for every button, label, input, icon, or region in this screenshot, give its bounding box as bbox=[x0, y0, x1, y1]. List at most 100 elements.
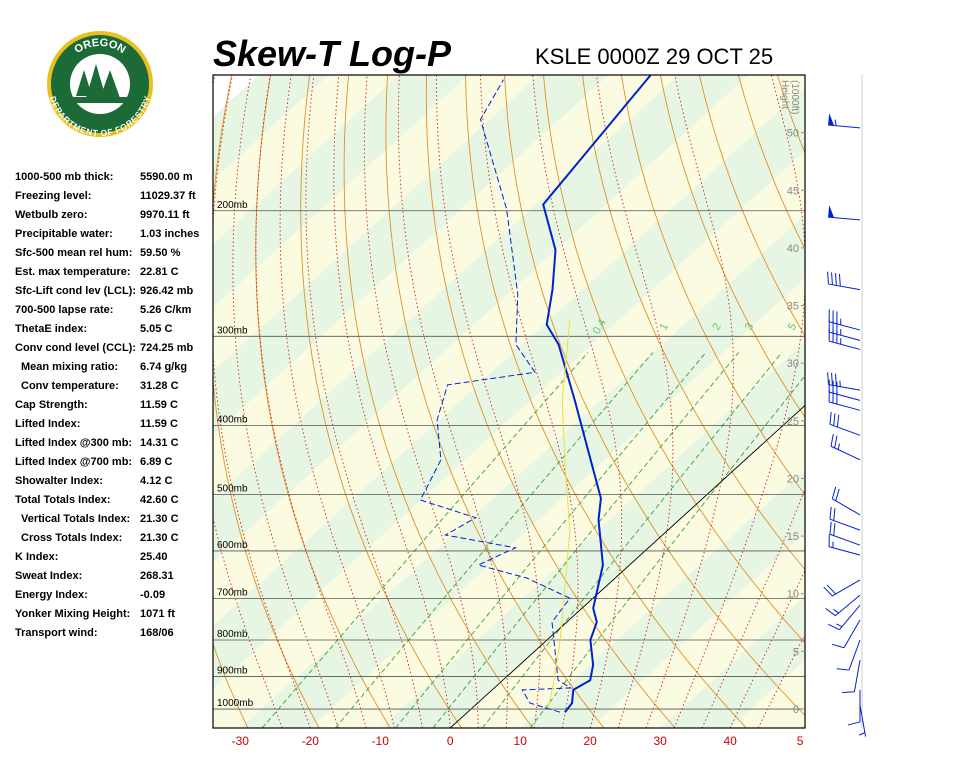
barb-full bbox=[827, 372, 829, 385]
logo-text-top: OREGON bbox=[72, 37, 127, 56]
logo-trees bbox=[76, 64, 120, 98]
wind-barb bbox=[823, 579, 861, 597]
moist-adiabat bbox=[305, 75, 423, 728]
wind-barb bbox=[828, 389, 861, 411]
isotherm-band bbox=[213, 75, 805, 626]
barb-full bbox=[831, 643, 845, 649]
dry-adiabat bbox=[255, 75, 391, 728]
mixing-ratio-line bbox=[395, 352, 707, 728]
barb-full bbox=[842, 691, 855, 694]
stats-panel: 1000-500 mb thick: 5590.00 m Freezing leve… bbox=[15, 171, 199, 639]
dry-adiabat bbox=[213, 75, 320, 728]
stat-value: 11.59 C bbox=[140, 399, 178, 411]
moist-adiabat bbox=[232, 75, 339, 728]
stat-label: Precipitable water: bbox=[15, 228, 113, 240]
dry-adiabat bbox=[894, 75, 960, 728]
barb-full bbox=[829, 506, 832, 520]
y-tick-label: 1000mb bbox=[217, 698, 254, 709]
isotherm bbox=[449, 404, 805, 728]
moist-adiabat bbox=[213, 75, 311, 728]
y-tick-label: 900mb bbox=[217, 665, 248, 676]
moist-adiabat bbox=[279, 75, 395, 728]
y2-tick-label: 45 bbox=[787, 185, 799, 197]
stat-value: 1071 ft bbox=[140, 608, 175, 620]
barb-full bbox=[833, 508, 836, 521]
barb-full bbox=[834, 273, 837, 286]
stat-value: 5590.00 m bbox=[140, 171, 193, 183]
mixing-ratio-label: 3 bbox=[743, 321, 756, 332]
moist-adiabat bbox=[673, 75, 805, 728]
plot-area bbox=[419, 75, 652, 713]
y-tick-label: 700mb bbox=[217, 588, 248, 599]
isotherm-band bbox=[213, 75, 609, 435]
y2-tick-label: 5 bbox=[793, 646, 799, 658]
dry-adiabat bbox=[698, 75, 805, 337]
barb-full bbox=[831, 272, 833, 285]
barb-full bbox=[830, 434, 834, 447]
barb-full bbox=[827, 271, 829, 285]
stat-value: 168/06 bbox=[140, 627, 174, 639]
stat-label: Mean mixing ratio: bbox=[21, 361, 118, 373]
stat-value: 14.31 C bbox=[140, 437, 179, 449]
y2-tick-label: 20 bbox=[787, 473, 799, 485]
barb-full bbox=[829, 411, 832, 425]
dry-adiabat bbox=[582, 75, 805, 571]
dry-adiabat bbox=[343, 75, 534, 728]
isotherm-band bbox=[310, 278, 805, 728]
barb-shaft bbox=[853, 660, 861, 692]
isotherm-band bbox=[590, 532, 805, 728]
stat-label: K Index: bbox=[15, 551, 58, 563]
wind-barb bbox=[827, 271, 861, 291]
stat-value: 5.05 C bbox=[140, 323, 172, 335]
x-tick-label: 5 bbox=[797, 734, 804, 748]
y-tick-label: 400mb bbox=[217, 414, 248, 425]
stat-value: 21.30 C bbox=[140, 532, 179, 544]
x-tick-label: 10 bbox=[514, 734, 528, 748]
dry-adiabat bbox=[425, 75, 676, 728]
stat-label: Energy Index: bbox=[15, 589, 88, 601]
stat-label: Showalter Index: bbox=[15, 475, 103, 487]
y2-tick-label: 10 bbox=[787, 589, 799, 601]
dry-adiabat bbox=[659, 75, 805, 418]
dry-adiabat bbox=[855, 75, 960, 728]
barb-full bbox=[831, 486, 837, 499]
x-tick-label: 0 bbox=[447, 734, 454, 748]
stat-value: 59.50 % bbox=[140, 247, 181, 259]
moist-adiabat bbox=[729, 569, 805, 728]
barb-shaft bbox=[828, 283, 861, 291]
barb-shaft bbox=[839, 604, 861, 631]
stat-label: Transport wind: bbox=[15, 627, 98, 639]
stat-label: Lifted Index @300 mb: bbox=[15, 437, 132, 449]
y2-tick-label: 35 bbox=[787, 301, 799, 313]
dry-adiabat bbox=[816, 75, 960, 728]
isotherm-band bbox=[380, 341, 805, 728]
wind-barb bbox=[828, 379, 861, 401]
y-tick-label: 200mb bbox=[217, 200, 248, 211]
barb-shaft bbox=[828, 546, 861, 556]
stat-value: 11029.37 ft bbox=[140, 190, 196, 202]
stat-value: 5.26 C/km bbox=[140, 304, 192, 316]
barb-full bbox=[833, 413, 836, 426]
barb-shaft bbox=[828, 391, 861, 401]
mixing-ratio-label: 2 bbox=[710, 321, 723, 332]
mixing-ratio-line bbox=[335, 352, 654, 728]
barb-shaft bbox=[848, 639, 861, 671]
barb-shaft bbox=[829, 518, 861, 531]
mixing-ratio-label: 5 bbox=[786, 321, 799, 332]
barb-shaft bbox=[832, 498, 861, 516]
barb-full bbox=[847, 721, 861, 726]
moist-adiabat bbox=[596, 75, 674, 728]
y-tick-label: 800mb bbox=[217, 629, 248, 640]
chart-subtitle: KSLE 0000Z 29 OCT 25 bbox=[535, 44, 773, 69]
stat-label: Sfc-500 mean rel hum: bbox=[15, 247, 132, 259]
wind-barb bbox=[829, 411, 861, 436]
dry-adiabat bbox=[737, 75, 805, 251]
wind-barb bbox=[828, 205, 861, 221]
stat-label: Conv temperature: bbox=[21, 380, 119, 392]
isotherm-band bbox=[660, 596, 805, 728]
stat-label: 700-500 lapse rate: bbox=[15, 304, 113, 316]
isotherm-band bbox=[240, 214, 805, 728]
stat-label: Yonker Mixing Height: bbox=[15, 608, 130, 620]
